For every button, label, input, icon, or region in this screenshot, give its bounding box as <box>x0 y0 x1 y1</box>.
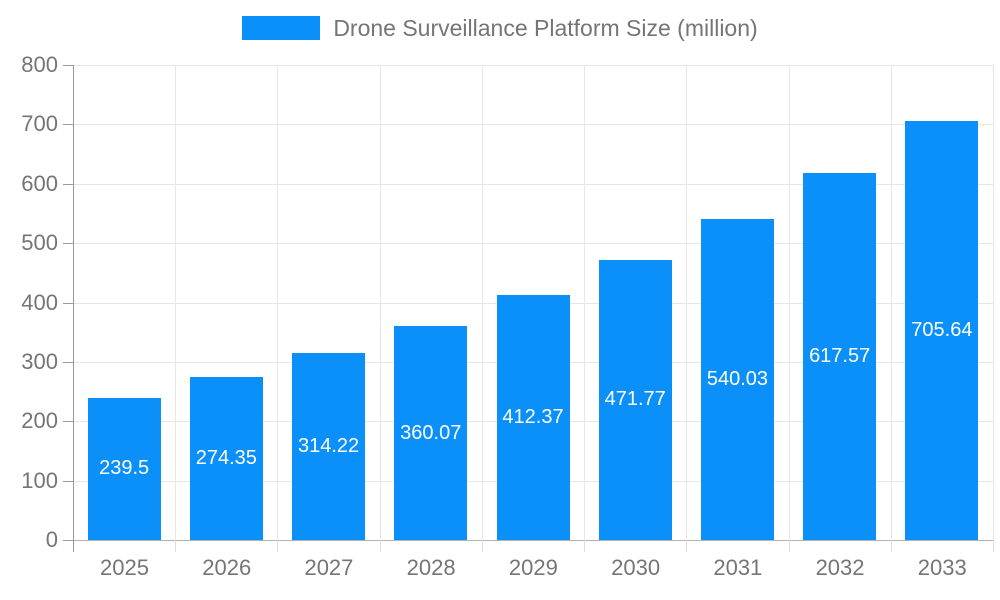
x-axis-label: 2033 <box>917 555 967 580</box>
bar-2033[interactable]: 705.64 <box>905 121 979 540</box>
x-axis-tick <box>993 540 994 552</box>
gridline-vertical <box>175 65 177 540</box>
gridline-horizontal <box>73 124 993 126</box>
bar-2029[interactable]: 412.37 <box>496 295 570 540</box>
x-axis-label: 2030 <box>611 555 661 580</box>
x-axis-label: 2025 <box>100 555 149 580</box>
y-axis-label: 500 <box>21 230 58 256</box>
bar-2032[interactable]: 617.57 <box>803 173 877 540</box>
y-axis-tick <box>63 361 73 363</box>
x-axis-tick <box>788 540 790 552</box>
x-axis-label: 2031 <box>713 555 763 580</box>
plot-area: 239.5 274.35 314.22 360.07 412.37 471.77 540.0… <box>63 65 994 552</box>
bar-2030[interactable]: 471.77 <box>598 259 672 540</box>
bar-2026[interactable]: 274.35 <box>189 377 263 540</box>
gridline-horizontal <box>73 183 993 185</box>
bar-value-label: 360.07 <box>400 421 462 444</box>
x-axis-tick <box>481 540 483 552</box>
x-axis-label: 2029 <box>508 555 558 580</box>
bar-value-label: 540.03 <box>706 368 769 391</box>
gridline-vertical <box>993 65 994 540</box>
x-axis-label: 2028 <box>406 555 456 580</box>
y-axis-tick <box>63 302 73 304</box>
y-axis-label: 600 <box>21 170 58 196</box>
legend-swatch <box>242 16 321 40</box>
y-axis-line <box>73 65 74 552</box>
bar-value-label: 239.5 <box>99 457 150 480</box>
y-axis-label: 0 <box>45 527 58 552</box>
y-axis-tick <box>63 243 73 245</box>
x-axis-label: 2026 <box>202 555 252 580</box>
bar-value-label: 617.57 <box>809 345 871 368</box>
bar-value-label: 274.35 <box>195 447 257 470</box>
bar-2028[interactable]: 360.07 <box>394 326 468 540</box>
x-axis-tick <box>890 540 892 552</box>
y-axis-tick <box>63 65 73 66</box>
y-axis-label: 700 <box>21 111 58 137</box>
gridline-vertical <box>379 65 381 540</box>
y-axis-tick <box>63 183 73 185</box>
bar-value-label: 314.22 <box>297 435 360 458</box>
y-axis-tick <box>63 480 73 482</box>
x-axis-tick <box>175 540 177 552</box>
gridline-horizontal <box>73 243 993 245</box>
gridline-horizontal <box>73 65 993 66</box>
gridline-vertical <box>277 65 279 540</box>
legend: Drone Surveillance Platform Size (millio… <box>0 14 1000 42</box>
gridline-vertical <box>890 65 892 540</box>
x-axis-tick <box>584 540 586 552</box>
x-axis-tick <box>277 540 279 552</box>
gridline-vertical <box>788 65 790 540</box>
x-axis-tick <box>379 540 381 552</box>
y-axis-label: 300 <box>21 348 58 374</box>
x-axis-line <box>73 540 993 541</box>
bar-value-label: 705.64 <box>911 319 973 341</box>
bar-value-label: 471.77 <box>604 388 666 411</box>
y-axis-tick <box>63 540 73 541</box>
gridline-vertical <box>481 65 483 540</box>
x-axis-label: 2027 <box>304 555 354 580</box>
legend-label: Drone Surveillance Platform Size (millio… <box>333 15 758 41</box>
x-axis-tick <box>686 540 688 552</box>
legend-item[interactable]: Drone Surveillance Platform Size (millio… <box>242 14 758 42</box>
bar-2031[interactable]: 540.03 <box>700 219 774 540</box>
bar-2027[interactable]: 314.22 <box>292 353 366 540</box>
y-axis-label: 100 <box>21 467 58 493</box>
y-axis-tick <box>63 124 73 126</box>
gridline-vertical <box>686 65 688 540</box>
x-axis-label: 2032 <box>815 555 865 580</box>
bar-2025[interactable]: 239.5 <box>87 397 161 540</box>
y-axis-label: 200 <box>21 408 58 434</box>
gridline-vertical <box>584 65 586 540</box>
y-axis-label: 800 <box>21 52 58 77</box>
bar-value-label: 412.37 <box>502 406 564 429</box>
y-axis-label: 400 <box>21 289 58 315</box>
y-axis-tick <box>63 421 73 423</box>
